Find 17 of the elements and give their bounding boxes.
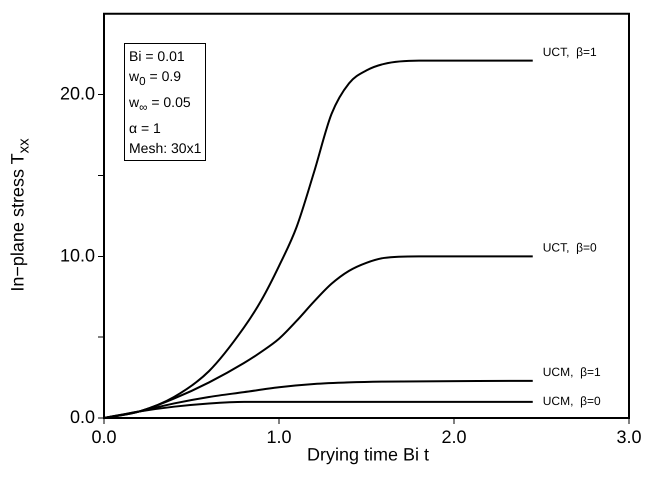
x-tick-label: 2.0 <box>441 426 467 447</box>
x-tick-label: 0.0 <box>91 426 117 447</box>
annotation: w$_{∞}$ = 0.05 <box>129 92 192 116</box>
x-tick-label: 3.0 <box>616 426 642 447</box>
series-label: UCM, β=1 <box>542 365 601 380</box>
x-axis-title: Drying time Bi t <box>306 444 430 466</box>
annotation: Mesh: 30x1 <box>129 138 202 158</box>
y-tick-label: 0.0 <box>70 406 95 427</box>
annotation: α = 1 <box>129 118 162 138</box>
series-label: UCT, β=0 <box>542 240 597 255</box>
y-tick-label: 10.0 <box>60 245 95 266</box>
x-tick-label: 1.0 <box>266 426 292 447</box>
series-label: UCM, β=0 <box>542 394 601 408</box>
series-label: UCT, β=1 <box>542 45 597 59</box>
y-tick-label: 20.0 <box>60 84 95 104</box>
annotation: w$_{0}$ = 0.9 <box>129 67 182 90</box>
annotation: Bi = 0.01 <box>129 47 186 66</box>
